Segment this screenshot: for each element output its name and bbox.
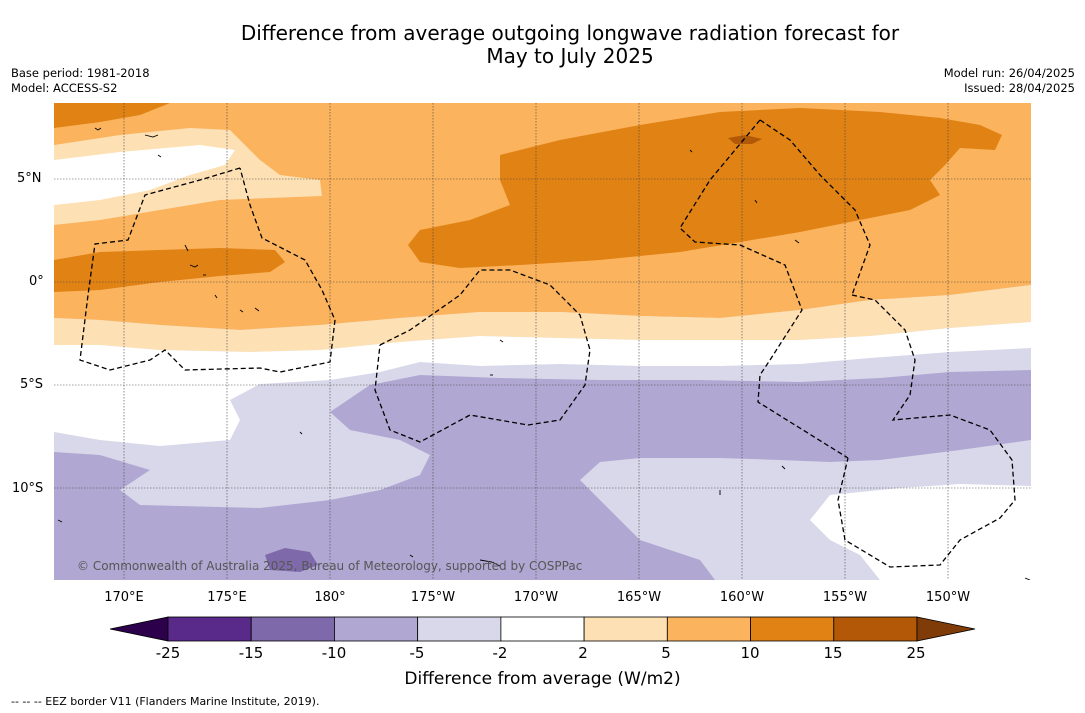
issued-date: Issued: 28/04/2025 [964, 80, 1075, 95]
title-line-1: Difference from average outgoing longwav… [240, 21, 900, 45]
lat-label-5n: 5°N [17, 171, 42, 186]
eez-border-west [79, 167, 336, 373]
colorbar-tick-label: 25 [906, 644, 926, 662]
lon-label-160w: 160°W [719, 590, 765, 605]
run-info: Model run: 26/04/2025 Issued: 28/04/2025 [944, 66, 1075, 95]
colorbar-segment [250, 616, 335, 642]
lat-label-10s: 10°S [12, 481, 44, 496]
model-run-date: Model run: 26/04/2025 [943, 66, 1075, 80]
colorbar-tick-label: 10 [740, 644, 760, 662]
islands [57, 127, 1031, 580]
colorbar-segment [167, 616, 252, 642]
colorbar-segment [417, 616, 502, 642]
colorbar-tick-label: -5 [409, 644, 425, 662]
colorbar-segment [750, 616, 835, 642]
lon-label-180: 180° [314, 590, 346, 605]
colorbar-title: Difference from average (W/m2) [404, 669, 681, 689]
anomaly-region-orange-north [408, 108, 1002, 268]
eez-borders [79, 119, 1016, 568]
map-title: Difference from average outgoing longwav… [0, 22, 1085, 68]
anomaly-band-white [54, 322, 1031, 446]
colorbar [109, 616, 976, 642]
eez-border-east-edge [759, 119, 871, 296]
colorbar-extend-high [916, 616, 976, 642]
lon-label-150w: 150°W [925, 590, 971, 605]
anomaly-patch-dark-orange [728, 135, 762, 144]
anomaly-patch-orange-nw [54, 103, 170, 128]
anomaly-patch-white-nw [54, 145, 235, 205]
title-line-2: May to July 2025 [486, 44, 654, 68]
lon-label-165w: 165°W [616, 590, 662, 605]
colorbar-segment [666, 616, 751, 642]
lon-label-175w: 175°W [410, 590, 456, 605]
model-info: Base period: 1981-2018 Model: ACCESS-S2 [11, 66, 150, 95]
colorbar-segments [167, 616, 918, 642]
colorbar-tick-label: 15 [823, 644, 843, 662]
lat-label-5s: 5°S [20, 377, 44, 392]
colorbar-tick-label: -2 [492, 644, 508, 662]
colorbar-tick-label: 2 [578, 644, 588, 662]
lon-label-170e: 170°E [104, 590, 144, 605]
lat-label-0: 0° [29, 274, 44, 289]
anomaly-patch-purple [265, 548, 318, 572]
colorbar-tick-label: 5 [661, 644, 671, 662]
anomaly-band-medium-purple [54, 370, 1031, 580]
model-name: Model: ACCESS-S2 [11, 80, 118, 95]
graticule [54, 103, 1031, 580]
colorbar-extend-low [109, 616, 169, 642]
eez-footnote: -- -- -- EEZ border V11 (Flanders Marine… [11, 695, 320, 708]
colorbar-segment [583, 616, 668, 642]
base-period: Base period: 1981-2018 [11, 66, 150, 80]
eez-border-south-east [837, 294, 1016, 568]
colorbar-tick-label: -10 [321, 644, 347, 662]
colorbar-segment [334, 616, 419, 642]
eez-border-north-east [679, 119, 849, 459]
anomaly-band-pale-orange [54, 285, 1031, 352]
lon-label-155w: 155°W [822, 590, 868, 605]
anomaly-patch-white-se [810, 484, 1031, 580]
lon-label-170w: 170°W [513, 590, 559, 605]
copyright-notice: © Commonwealth of Australia 2025, Bureau… [77, 559, 583, 573]
eez-border-central [374, 269, 591, 443]
colorbar-segment [500, 616, 585, 642]
lon-label-175e: 175°E [207, 590, 247, 605]
map-area [54, 103, 1031, 580]
colorbar-tick-label: -15 [238, 644, 264, 662]
colorbar-segment [833, 616, 918, 642]
colorbar-tick-label: -25 [155, 644, 181, 662]
